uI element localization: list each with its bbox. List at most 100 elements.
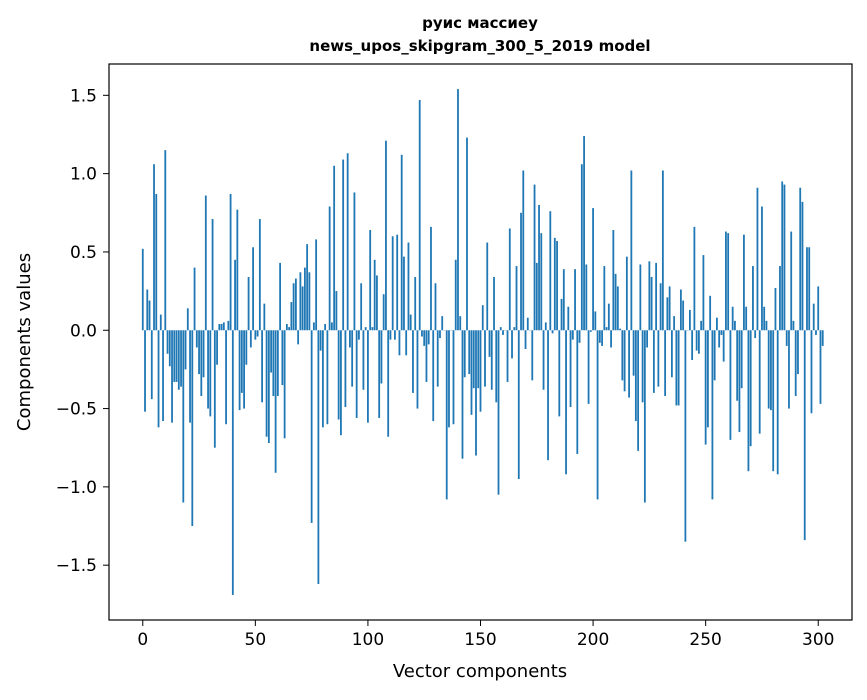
- bar-141: [459, 316, 461, 330]
- bar-300: [817, 286, 819, 330]
- bar-14: [173, 330, 175, 382]
- bar-202: [597, 330, 599, 499]
- bar-13: [171, 330, 173, 422]
- bar-245: [693, 227, 695, 330]
- bar-214: [624, 330, 626, 391]
- bar-159: [500, 327, 502, 330]
- bar-231: [662, 171, 664, 331]
- bar-274: [759, 330, 761, 433]
- bar-116: [403, 257, 405, 331]
- bar-216: [628, 330, 630, 397]
- bar-225: [648, 261, 650, 330]
- bar-24: [196, 330, 198, 347]
- bar-46: [245, 330, 247, 364]
- bar-139: [455, 260, 457, 330]
- bar-66: [290, 302, 292, 330]
- chart-title-line-2: news_upos_skipgram_300_5_2019 model: [309, 37, 650, 55]
- bar-7: [158, 330, 160, 427]
- bar-87: [338, 330, 340, 419]
- bar-163: [509, 228, 511, 330]
- bar-256: [718, 330, 720, 347]
- bar-144: [466, 138, 468, 331]
- bar-26: [200, 330, 202, 396]
- bar-153: [486, 243, 488, 331]
- y-tick-label: −0.5: [56, 400, 97, 420]
- bar-215: [626, 257, 628, 331]
- bar-158: [498, 330, 500, 494]
- bar-278: [768, 330, 770, 408]
- bar-54: [263, 304, 265, 331]
- bar-294: [804, 330, 806, 540]
- bar-223: [644, 330, 646, 502]
- chart-title-line-1: руис массиеу: [422, 14, 538, 32]
- bar-20: [187, 308, 189, 330]
- bar-62: [281, 330, 283, 385]
- bar-258: [723, 330, 725, 361]
- bar-11: [167, 330, 169, 353]
- bar-31: [212, 219, 214, 330]
- bar-193: [576, 330, 578, 454]
- bar-59: [275, 330, 277, 473]
- bar-233: [666, 297, 668, 330]
- bar-228: [655, 263, 657, 330]
- bar-170: [525, 330, 527, 349]
- bar-69: [297, 330, 299, 344]
- bar-44: [241, 330, 243, 393]
- bar-184: [556, 241, 558, 330]
- bar-145: [468, 330, 470, 374]
- bar-85: [333, 166, 335, 330]
- bar-68: [295, 279, 297, 331]
- bar-222: [642, 330, 644, 402]
- bar-276: [763, 307, 765, 330]
- bar-110: [390, 330, 392, 339]
- bar-73: [306, 244, 308, 330]
- bar-178: [543, 330, 545, 390]
- bar-219: [635, 330, 637, 421]
- bar-77: [315, 239, 317, 330]
- bar-51: [257, 330, 259, 336]
- bar-180: [547, 330, 549, 460]
- x-tick-label: 150: [464, 630, 496, 650]
- bar-264: [736, 330, 738, 400]
- bar-29: [207, 330, 209, 408]
- bar-174: [534, 185, 536, 331]
- bar-100: [367, 330, 369, 422]
- bar-261: [730, 330, 732, 440]
- bar-179: [545, 322, 547, 330]
- bar-229: [657, 330, 659, 386]
- bar-67: [293, 283, 295, 330]
- bar-194: [579, 330, 581, 343]
- bar-series: [142, 89, 824, 595]
- bar-234: [669, 286, 671, 330]
- bar-40: [232, 330, 234, 595]
- bar-296: [808, 247, 810, 330]
- bar-207: [608, 304, 610, 331]
- bar-15: [176, 330, 178, 382]
- bar-33: [216, 330, 218, 364]
- bar-279: [770, 330, 772, 410]
- bar-252: [709, 296, 711, 330]
- bar-221: [639, 264, 641, 330]
- bar-192: [574, 269, 576, 330]
- bar-272: [754, 330, 756, 338]
- bar-41: [234, 260, 236, 330]
- bar-200: [592, 208, 594, 330]
- bar-135: [446, 330, 448, 499]
- bar-176: [538, 205, 540, 330]
- bar-226: [651, 277, 653, 330]
- bar-88: [340, 330, 342, 435]
- chart-title: руис массиеу news_upos_skipgram_300_5_20…: [309, 14, 650, 55]
- bar-21: [189, 330, 191, 422]
- bar-34: [218, 324, 220, 330]
- bar-114: [399, 330, 401, 355]
- bar-1: [144, 330, 146, 411]
- bar-64: [286, 324, 288, 330]
- bar-291: [797, 330, 799, 374]
- bar-197: [585, 264, 587, 330]
- bar-254: [714, 330, 716, 380]
- bar-253: [712, 330, 714, 499]
- bar-217: [630, 171, 632, 331]
- x-tick-label: 300: [802, 630, 834, 650]
- bar-301: [820, 330, 822, 404]
